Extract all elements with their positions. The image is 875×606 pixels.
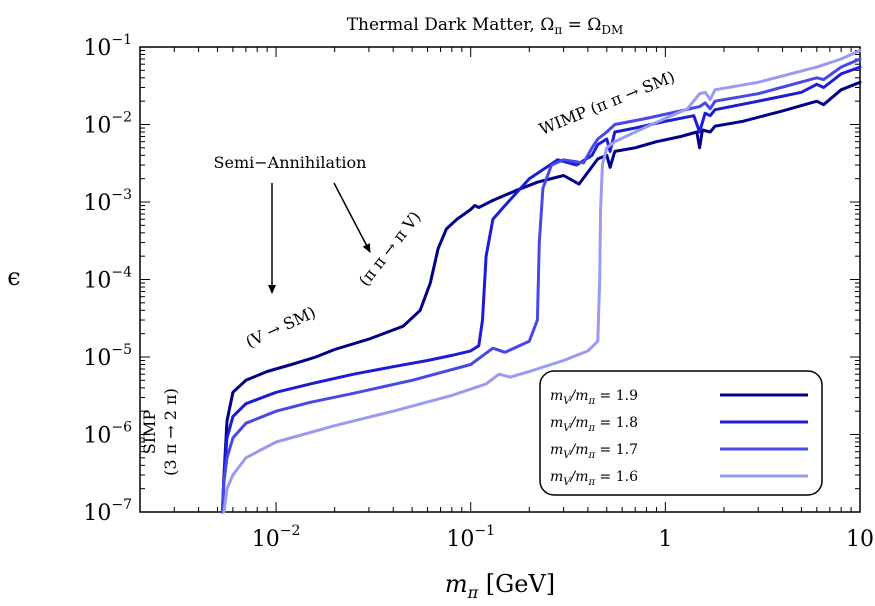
x-tick-label: 10−1 [446,523,495,552]
annotation-simp1: SIMP [140,410,159,455]
y-tick-label: 10−5 [83,342,132,371]
legend-label-3: mV/mπ = 1.7 [550,442,638,461]
series-line-1 [220,80,862,514]
chart-title: Thermal Dark Matter, Ωπ​ = ΩDM​ [347,15,624,37]
annotation-semi: Semi−Annihilation [214,153,367,172]
y-tick-label: 10−3 [83,187,132,216]
y-tick-label: 10−4 [83,265,132,294]
y-tick-label: 10−2 [83,110,132,139]
series-line-2 [220,65,862,514]
axis-ticks: 10−2 10−1 1 10 10−7 10−6 10−5 10−4 10−3 10−2 10−1 [83,32,874,552]
series-layer [220,49,862,514]
legend-label-1: mV/mπ = 1.9 [550,388,638,407]
annotation-wimp: WIMP (π π → SM) [536,67,677,139]
legend-box [539,370,823,496]
legend-label-2: mV/mπ = 1.8 [550,415,638,434]
x-tick-label: 1 [658,527,672,552]
x-tick-label: 10−2 [252,523,301,552]
y-axis-label: ϵ [7,263,20,291]
legend: mV/mπ = 1.9 mV/mπ = 1.8 mV/mπ = 1.7 mV/mπ =… [539,370,823,496]
y-tick-label: 10−1 [83,32,132,61]
annotation-vsm: (V → SM) [243,303,319,352]
y-tick-label: 10−7 [83,497,132,526]
legend-label-4: mV/mπ = 1.6 [550,469,638,488]
series-line-4 [222,49,862,514]
annotation-pipi: (π π → π V) [355,208,425,290]
annotation-simp2: (3 π → 2 π) [161,388,180,476]
x-axis-label: mπ [GeV] [445,570,555,602]
arrow-semi-pipi [333,182,371,253]
x-tick-label: 10 [846,527,874,552]
y-tick-label: 10−6 [83,420,132,449]
series-line-3 [220,57,862,514]
